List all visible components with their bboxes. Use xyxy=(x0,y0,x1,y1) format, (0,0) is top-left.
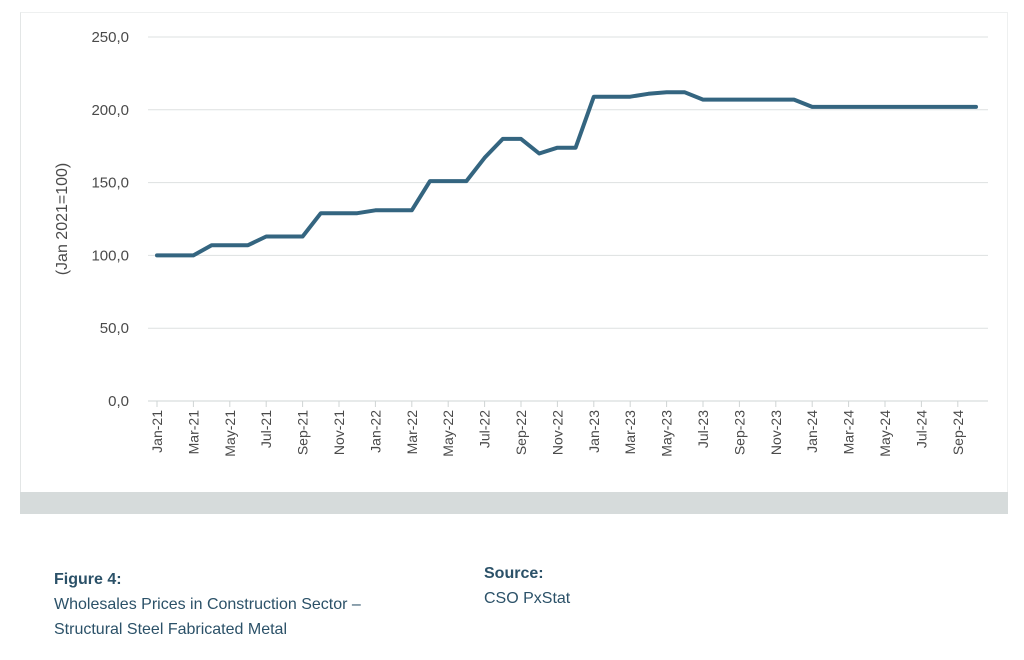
x-tick-label: Mar-24 xyxy=(841,410,857,455)
source-label: Source: xyxy=(484,565,544,582)
x-tick-label: May-22 xyxy=(440,410,456,457)
source-text: CSO PxStat xyxy=(484,590,571,607)
x-tick-label: Jul-22 xyxy=(477,410,493,448)
y-tick-label: 0,0 xyxy=(108,393,129,410)
line-chart: 0,0 50,0 100,0 150,0 200,0 250,0 Jan-21 Mar-21 M… xyxy=(54,29,988,457)
x-tick-label: Nov-23 xyxy=(768,410,784,455)
y-tick-label: 50,0 xyxy=(100,320,129,337)
x-tick-label: Jul-24 xyxy=(913,410,929,448)
y-tick-label: 100,0 xyxy=(91,247,129,264)
x-tick-label: May-21 xyxy=(222,410,238,457)
x-tick-label: Nov-21 xyxy=(331,410,347,455)
x-tick-label: Jan-22 xyxy=(367,410,383,453)
x-tick-label: Jul-23 xyxy=(695,410,711,448)
figure-caption-line-2: Structural Steel Fabricated Metal xyxy=(54,621,287,638)
x-tick-label: Jan-24 xyxy=(804,410,820,453)
x-tick-label: Jan-23 xyxy=(586,410,602,453)
x-tick-label: Nov-22 xyxy=(549,410,565,455)
x-tick-label: Mar-23 xyxy=(622,410,638,455)
x-tick-label: Mar-21 xyxy=(185,410,201,455)
x-tick-label: May-23 xyxy=(659,410,675,457)
x-tick-label: Jul-21 xyxy=(258,410,274,448)
y-tick-label: 250,0 xyxy=(91,29,129,46)
series-line xyxy=(155,90,978,258)
figure-caption-line-1: Wholesales Prices in Construction Sector… xyxy=(54,596,361,613)
y-axis-title: (Jan 2021=100) xyxy=(54,163,71,276)
x-tick-label: Sep-21 xyxy=(295,410,311,455)
figure-label: Figure 4: xyxy=(54,571,122,588)
y-tick-label: 200,0 xyxy=(91,102,129,119)
chart-frame xyxy=(20,12,1008,492)
x-tick-label: Jan-21 xyxy=(149,410,165,453)
x-tick-label: Sep-23 xyxy=(731,410,747,455)
x-tick-label: Sep-22 xyxy=(513,410,529,455)
y-tick-label: 150,0 xyxy=(91,175,129,192)
x-tick-label: May-24 xyxy=(877,410,893,457)
chart-footer-bar xyxy=(20,492,1008,514)
x-tick-label: Mar-22 xyxy=(404,410,420,455)
x-tick-label: Sep-24 xyxy=(950,410,966,455)
